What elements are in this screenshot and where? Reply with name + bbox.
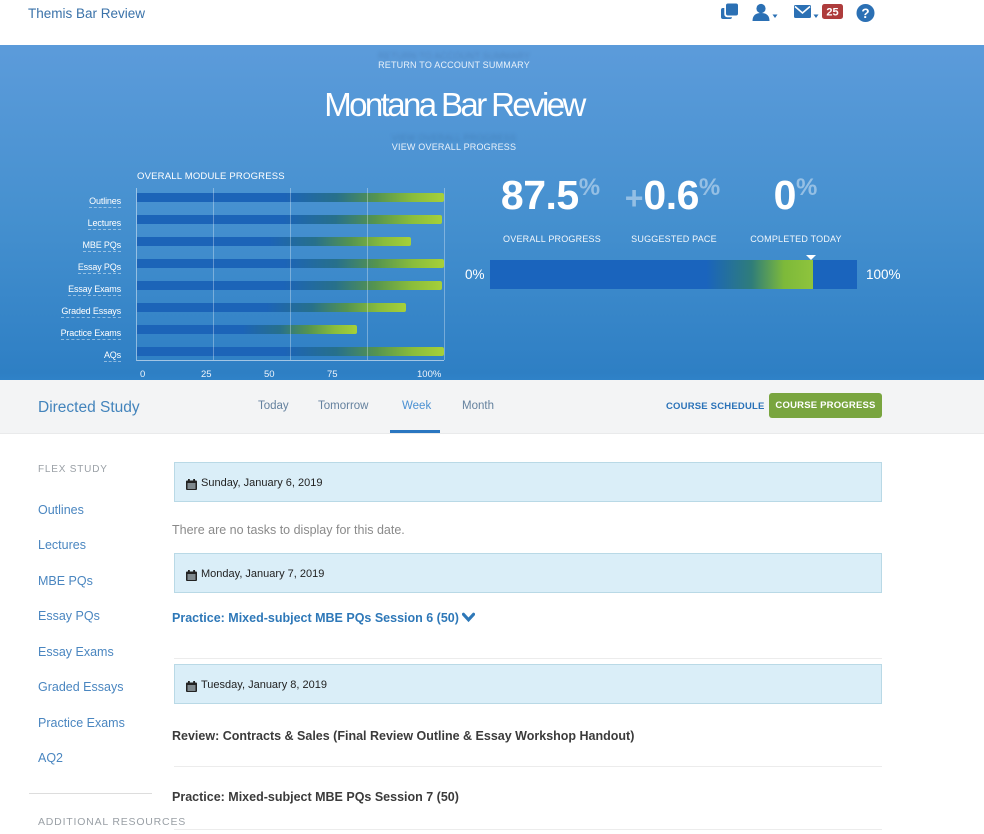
svg-text:25: 25 (826, 7, 838, 19)
svg-text:?: ? (861, 6, 869, 21)
